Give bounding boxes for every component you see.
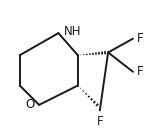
Text: NH: NH (64, 25, 81, 38)
Text: F: F (136, 32, 143, 45)
Text: F: F (136, 65, 143, 78)
Text: O: O (26, 98, 35, 111)
Text: F: F (97, 115, 103, 128)
